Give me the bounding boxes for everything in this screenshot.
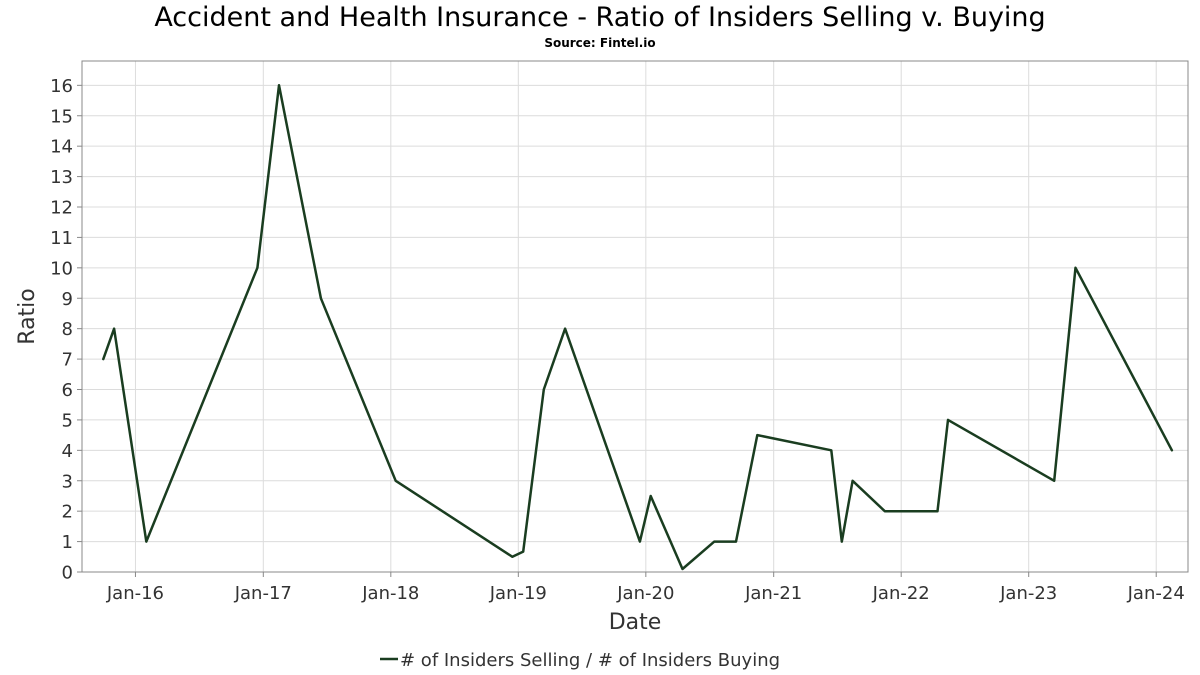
legend: # of Insiders Selling / # of Insiders Bu… [380,650,780,671]
series-lines [102,84,1174,571]
y-tick-label: 10 [50,258,73,279]
y-tick-label: 7 [62,350,73,371]
y-tick-label: 16 [50,76,73,97]
legend-label: # of Insiders Selling / # of Insiders Bu… [400,650,780,671]
series-line [102,84,1174,571]
y-tick-label: 11 [50,228,73,249]
chart-subtitle: Source: Fintel.io [544,36,656,50]
y-tick-label: 5 [62,410,73,431]
x-tick-label: Jan-22 [872,583,930,604]
y-tick-label: 6 [62,380,73,401]
x-tick-label: Jan-16 [106,583,164,604]
x-tick-label: Jan-21 [744,583,802,604]
y-axis-title: Ratio [15,288,40,344]
x-tick-label: Jan-20 [616,583,674,604]
plot-area [81,60,1189,573]
y-tick-label: 15 [50,106,73,127]
gridlines [82,61,1188,573]
y-tick-label: 3 [62,471,73,492]
y-tick-label: 2 [62,502,73,523]
y-tick-label: 13 [50,167,73,188]
y-tick-label: 1 [62,532,73,553]
x-axis-title: Date [609,610,662,635]
x-tick-label: Jan-23 [999,583,1057,604]
y-tick-label: 12 [50,198,73,219]
y-tick-label: 8 [62,319,73,340]
x-tick-label: Jan-18 [361,583,419,604]
x-tick-label: Jan-17 [234,583,292,604]
chart-title: Accident and Health Insurance - Ratio of… [154,2,1046,33]
x-tick-label: Jan-24 [1127,583,1185,604]
x-axis-ticks: Jan-16 Jan-17 Jan-18 Jan-19 Jan-20 Jan-21 Jan-… [106,572,1185,604]
x-tick-label: Jan-19 [489,583,547,604]
y-tick-label: 4 [62,441,73,462]
y-tick-label: 9 [62,289,73,310]
y-tick-label: 14 [50,137,73,158]
y-tick-label: 0 [62,563,73,584]
